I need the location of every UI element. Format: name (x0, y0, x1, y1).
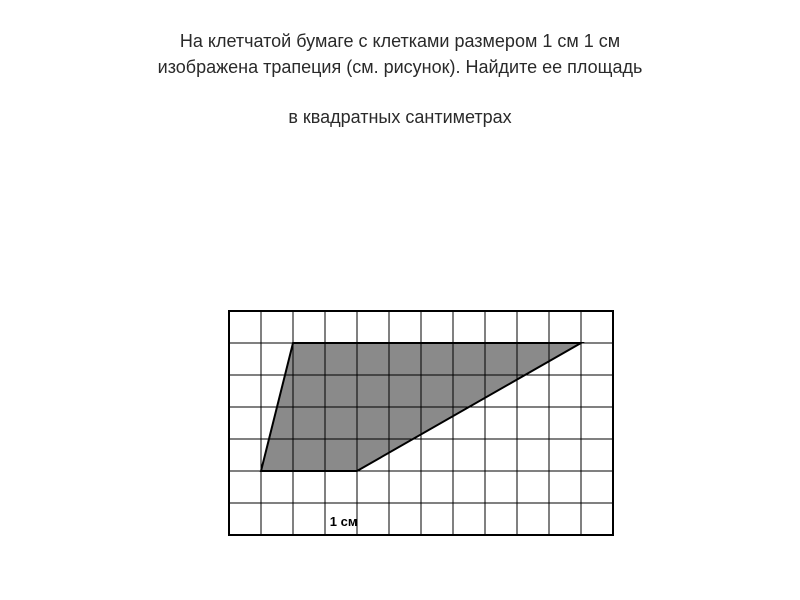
svg-text:1 см: 1 см (330, 514, 358, 529)
problem-line-2: изображена трапеция (см. рисунок). Найди… (60, 54, 740, 80)
problem-line-1: На клетчатой бумаге с клетками размером … (60, 28, 740, 54)
problem-statement: На клетчатой бумаге с клетками размером … (0, 0, 800, 130)
grid-figure-svg: 1 см (228, 310, 614, 536)
figure: 1 см (228, 310, 614, 536)
problem-line-3: в квадратных сантиметрах (60, 104, 740, 130)
